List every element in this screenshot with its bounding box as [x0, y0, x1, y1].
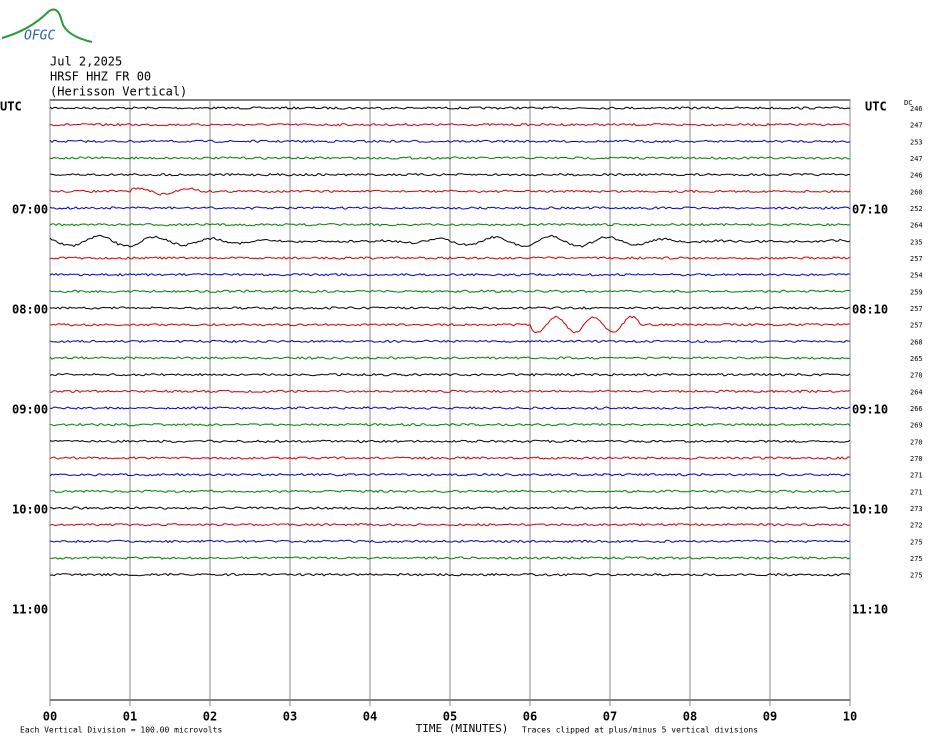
x-tick-label: 10 [843, 710, 857, 724]
dc-value: 254 [910, 272, 923, 280]
hour-label: 11:00 [12, 603, 48, 617]
trace [49, 422, 851, 427]
trace [49, 406, 851, 410]
dc-value: 235 [910, 238, 923, 246]
dc-value: 252 [910, 205, 923, 213]
dc-value: 253 [910, 138, 923, 146]
trace [49, 456, 851, 460]
x-axis-label: TIME (MINUTES) [416, 722, 509, 735]
trace [49, 187, 851, 196]
dc-value: 271 [910, 472, 923, 480]
left-header: UTC [0, 100, 22, 114]
dc-value: 272 [910, 522, 923, 530]
x-tick-label: 02 [203, 710, 217, 724]
dc-value: 264 [910, 222, 923, 230]
x-tick-label: 09 [763, 710, 777, 724]
logo-swoosh [1, 8, 93, 43]
dc-value: 269 [910, 422, 923, 430]
x-tick-label: 07 [603, 710, 617, 724]
hour-label: 08:10 [852, 303, 888, 317]
x-tick-label: 05 [443, 710, 457, 724]
dc-value: 270 [910, 372, 923, 380]
title-line: HRSF HHZ FR 00 [50, 70, 151, 84]
dc-value: 266 [910, 405, 923, 413]
hour-label: 09:10 [852, 403, 888, 417]
hour-label: 07:10 [852, 203, 888, 217]
dc-value: 257 [910, 322, 923, 330]
trace [49, 539, 851, 544]
hour-label: 10:10 [852, 503, 888, 517]
right-header: UTC [865, 100, 887, 114]
dc-value: 257 [910, 305, 923, 313]
trace [49, 572, 851, 577]
footnote: Traces clipped at plus/minus 5 vertical … [522, 726, 758, 735]
trace [50, 556, 851, 560]
trace [49, 315, 851, 334]
trace [49, 156, 851, 160]
hour-label: 08:00 [12, 303, 48, 317]
hour-label: 10:00 [12, 503, 48, 517]
dc-value: 275 [910, 538, 923, 546]
trace [49, 372, 851, 377]
dc-value: 271 [910, 488, 923, 496]
dc-value: 247 [910, 155, 923, 163]
dc-value: 257 [910, 255, 923, 263]
dc-value: 259 [910, 288, 923, 296]
x-tick-label: 06 [523, 710, 537, 724]
trace [49, 306, 851, 310]
dc-header: DC [904, 99, 912, 107]
x-tick-label: 01 [123, 710, 137, 724]
trace [49, 489, 851, 494]
dc-value: 270 [910, 438, 923, 446]
x-tick-label: 04 [363, 710, 377, 724]
trace [49, 106, 851, 110]
dc-value: 275 [910, 555, 923, 563]
logo: OFGC [24, 29, 55, 44]
trace [49, 139, 851, 144]
trace [49, 289, 851, 294]
trace [49, 122, 851, 127]
title-line: (Herisson Vertical) [50, 85, 187, 99]
trace [49, 272, 851, 277]
trace [49, 256, 851, 260]
dc-value: 246 [910, 172, 923, 180]
trace [49, 356, 851, 360]
trace [49, 522, 851, 527]
trace [49, 206, 851, 210]
x-tick-label: 08 [683, 710, 697, 724]
dc-value: 268 [910, 338, 923, 346]
trace [49, 389, 851, 394]
x-tick-label: 03 [283, 710, 297, 724]
trace [49, 339, 851, 344]
hour-label: 11:10 [852, 603, 888, 617]
dc-value: 275 [910, 572, 923, 580]
trace [49, 472, 851, 477]
trace [49, 234, 851, 248]
trace [49, 439, 851, 444]
x-tick-label: 00 [43, 710, 57, 724]
title-line: Jul 2,2025 [50, 55, 122, 69]
trace [49, 222, 851, 227]
dc-value: 270 [910, 455, 923, 463]
hour-label: 09:00 [12, 403, 48, 417]
dc-value: 247 [910, 122, 923, 130]
trace [49, 506, 851, 510]
dc-value: 273 [910, 505, 923, 513]
hour-label: 07:00 [12, 203, 48, 217]
dc-value: 264 [910, 388, 923, 396]
dc-value: 260 [910, 188, 923, 196]
trace [49, 172, 851, 177]
dc-value: 246 [910, 105, 923, 113]
footnote: Each Vertical Division = 100.00 microvol… [20, 726, 222, 735]
dc-value: 265 [910, 355, 923, 363]
